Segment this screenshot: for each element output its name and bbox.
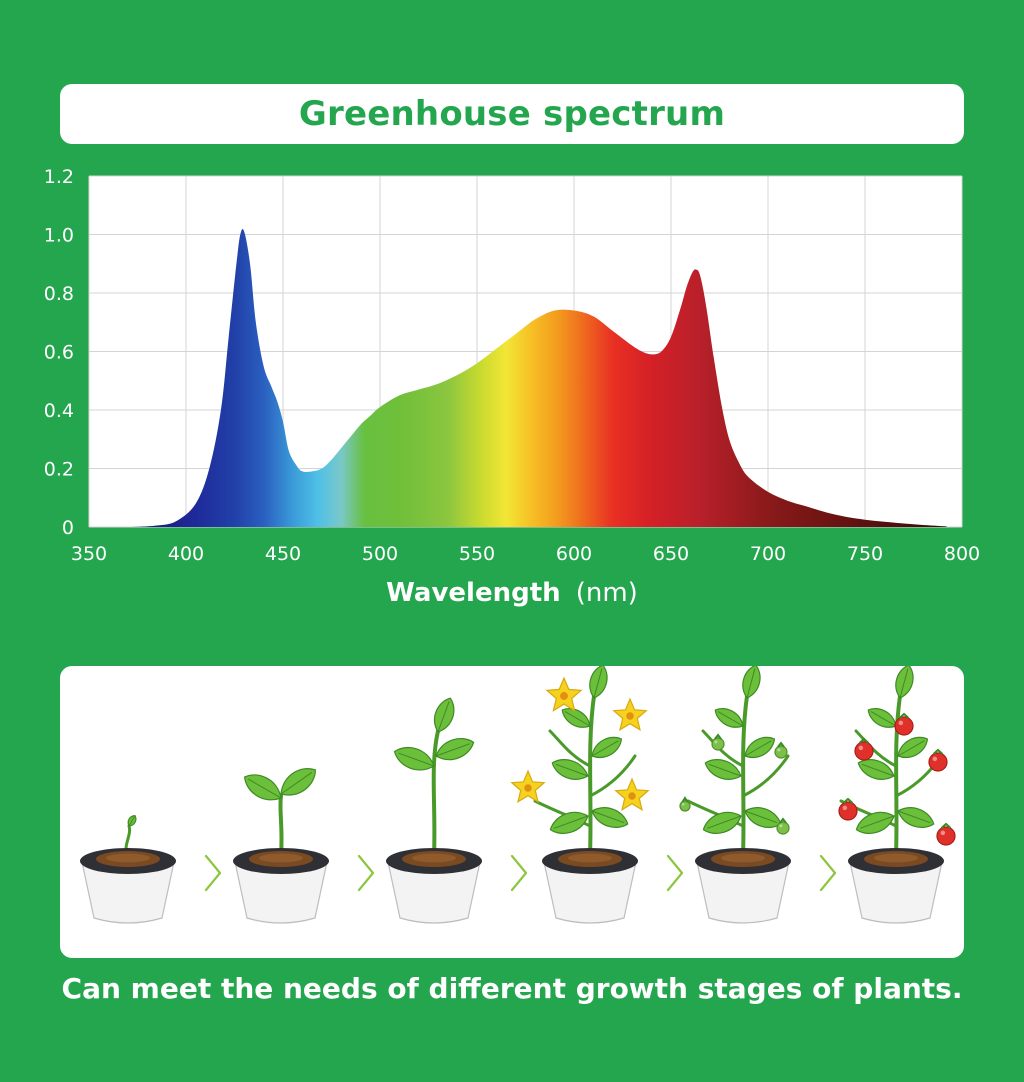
leaf-vein <box>899 668 909 699</box>
leaf-vein <box>555 763 589 777</box>
stem <box>533 799 592 828</box>
leaf-vein <box>744 810 778 824</box>
leaf-vein <box>591 740 619 757</box>
x-tick-label: 550 <box>459 543 495 565</box>
pot-icon <box>233 848 329 924</box>
chevron-right-icon <box>819 854 837 892</box>
stem <box>548 729 592 768</box>
caption: Can meet the needs of different growth s… <box>61 972 963 1005</box>
leaf-vein <box>437 701 450 733</box>
x-tick-label: 800 <box>944 543 980 565</box>
tomato-icon <box>928 748 948 772</box>
leaf-vein <box>717 711 744 727</box>
y-tick-label: 1.2 <box>44 166 74 188</box>
stem <box>588 694 596 858</box>
stage-ripe-fruit <box>838 666 956 924</box>
green-fruit-icon <box>776 817 790 835</box>
tomato-icon <box>838 797 858 821</box>
chevron-right-icon <box>666 854 684 892</box>
chevron-right-icon <box>510 854 528 892</box>
tomato-icon <box>854 737 874 761</box>
stem <box>278 794 284 858</box>
spectrum-chart: 0 0.2 0.4 0.6 0.8 1.0 1.2 350 400 450 500 550 600 65… <box>44 166 980 608</box>
tomato-icon <box>936 822 956 846</box>
leaf-vein <box>707 815 742 829</box>
stem <box>894 694 902 858</box>
chevron-right-icon <box>204 854 222 892</box>
leaf-vein <box>435 743 470 757</box>
growth-stages-card <box>60 666 964 958</box>
pot-icon <box>386 848 482 924</box>
green-fruit-icon <box>711 733 725 751</box>
y-tick-label: 0.2 <box>44 459 74 481</box>
leaf-vein <box>128 816 135 827</box>
x-axis: 350 400 450 500 550 600 650 700 750 800 <box>71 543 980 565</box>
flower-icon <box>510 769 546 804</box>
x-axis-title: Wavelength (nm) <box>386 578 638 608</box>
pot-icon <box>80 848 176 924</box>
stage-sprout <box>80 815 176 924</box>
stem <box>741 694 749 858</box>
stem <box>431 729 440 858</box>
leaf-vein <box>280 771 313 795</box>
stage-flowering <box>510 666 650 924</box>
leaf-vein <box>870 711 897 727</box>
chart-title: Greenhouse spectrum <box>298 94 726 134</box>
leaf-vein <box>897 810 931 824</box>
y-tick-label: 0.8 <box>44 283 74 305</box>
leaf-vein <box>554 815 589 829</box>
x-axis-unit: (nm) <box>576 578 638 608</box>
growth-stages-illustration <box>80 666 956 924</box>
x-tick-label: 450 <box>265 543 301 565</box>
y-tick-label: 1.0 <box>44 225 74 247</box>
spectrum-area <box>131 228 947 527</box>
x-tick-label: 400 <box>168 543 204 565</box>
x-tick-label: 750 <box>847 543 883 565</box>
y-tick-label: 0.6 <box>44 342 74 364</box>
leaf-vein <box>744 740 772 757</box>
leaf-vein <box>564 711 591 727</box>
pot-icon <box>542 848 638 924</box>
flower-icon <box>545 676 583 712</box>
stem <box>741 754 790 798</box>
x-tick-label: 500 <box>362 543 398 565</box>
x-tick-label: 650 <box>653 543 689 565</box>
stage-seedling <box>233 768 329 924</box>
leaf-vein <box>861 763 895 777</box>
x-axis-label: Wavelength <box>386 578 560 608</box>
chevron-right-icon <box>357 854 375 892</box>
y-tick-label: 0.4 <box>44 400 74 422</box>
stem <box>686 799 745 828</box>
title-card: Greenhouse spectrum <box>60 84 964 144</box>
leaf-vein <box>860 815 895 829</box>
x-tick-label: 700 <box>750 543 786 565</box>
green-fruit-icon <box>679 796 691 812</box>
green-fruit-icon <box>774 741 788 759</box>
pot-icon <box>695 848 791 924</box>
leaf-vein <box>591 810 625 824</box>
leaf-vein <box>593 668 603 699</box>
x-tick-label: 350 <box>71 543 107 565</box>
leaf-vein <box>248 778 282 799</box>
y-axis: 0 0.2 0.4 0.6 0.8 1.0 1.2 <box>44 166 74 539</box>
leaf-vein <box>398 752 435 767</box>
leaf-vein <box>708 763 742 777</box>
leaf-vein <box>746 668 756 699</box>
y-tick-label: 0 <box>62 517 74 539</box>
stem <box>588 754 637 798</box>
flower-icon <box>614 777 650 812</box>
x-tick-label: 600 <box>556 543 592 565</box>
stage-fruit-set <box>679 666 791 924</box>
stage-young-plant <box>386 697 482 924</box>
flower-icon <box>612 697 648 732</box>
leaf-vein <box>897 740 925 757</box>
pot-icon <box>848 848 944 924</box>
tomato-icon <box>894 712 914 736</box>
